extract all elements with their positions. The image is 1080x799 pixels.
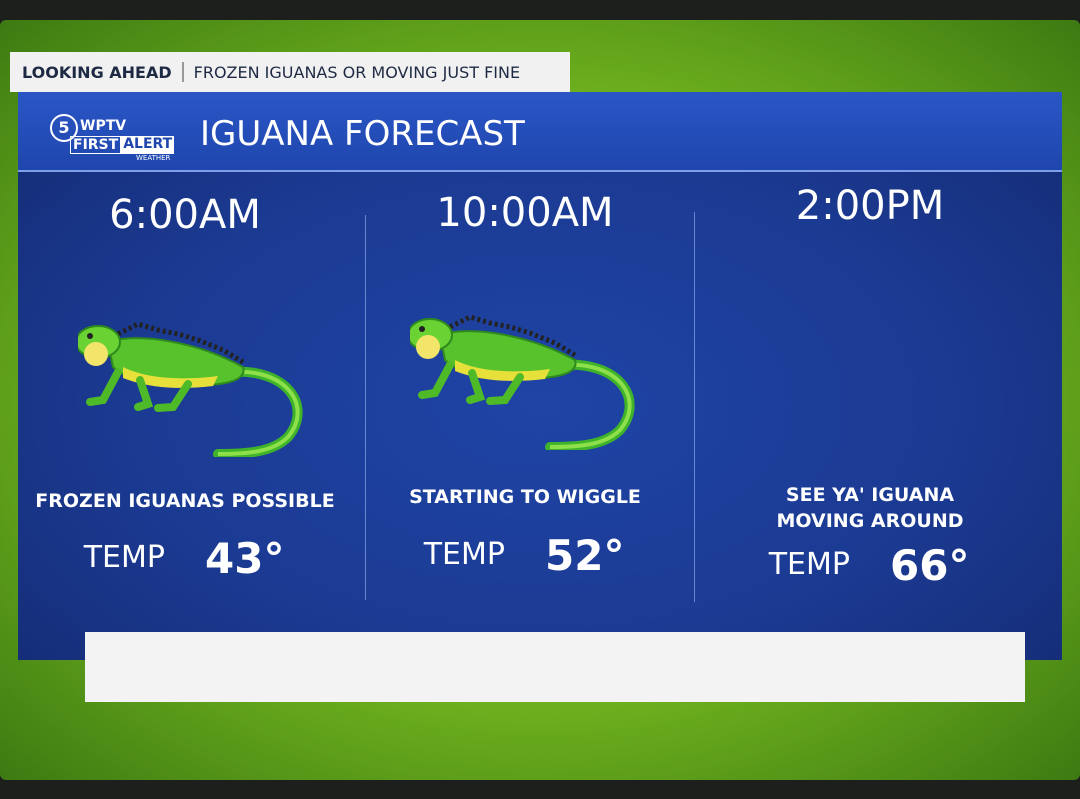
temp-label: TEMP <box>423 537 505 572</box>
temp-value: 43° <box>205 534 285 583</box>
divider <box>694 212 695 602</box>
banner-headline: FROZEN IGUANAS OR MOVING JUST FINE <box>193 62 521 82</box>
separator <box>181 62 184 82</box>
title: IGUANA FORECAST <box>200 114 525 154</box>
logo-channel: 5 <box>50 114 78 142</box>
status-text: SEE YA' IGUANA <box>785 484 955 506</box>
logo-station: WPTV <box>80 118 127 134</box>
banner: LOOKING AHEAD FROZEN IGUANAS OR MOVING J… <box>10 52 570 92</box>
bottom-strip <box>85 632 1025 702</box>
status-text: MOVING AROUND <box>776 510 964 532</box>
temp-value: 66° <box>890 541 970 590</box>
header-bar <box>18 92 1062 172</box>
temp-value: 52° <box>545 531 625 580</box>
iguana-icon <box>76 324 298 454</box>
banner-section: LOOKING AHEAD <box>22 62 172 82</box>
time-label: 6:00AM <box>109 192 261 238</box>
temp-label: TEMP <box>768 547 850 582</box>
temp-label: TEMP <box>83 540 165 575</box>
logo-brand: FIRST ALERT <box>70 136 175 154</box>
logo: 5 WPTV FIRST ALERT WEATHER <box>50 112 190 164</box>
iguana-icon <box>408 317 630 447</box>
time-label: 2:00PM <box>795 183 945 229</box>
logo-brand-first: FIRST <box>70 136 122 154</box>
status-text: FROZEN IGUANAS POSSIBLE <box>35 490 335 512</box>
logo-tagline: WEATHER <box>136 154 171 162</box>
time-label: 10:00AM <box>436 190 614 236</box>
divider <box>365 215 366 600</box>
status-text: STARTING TO WIGGLE <box>409 486 641 508</box>
logo-brand-second: ALERT <box>121 136 175 154</box>
